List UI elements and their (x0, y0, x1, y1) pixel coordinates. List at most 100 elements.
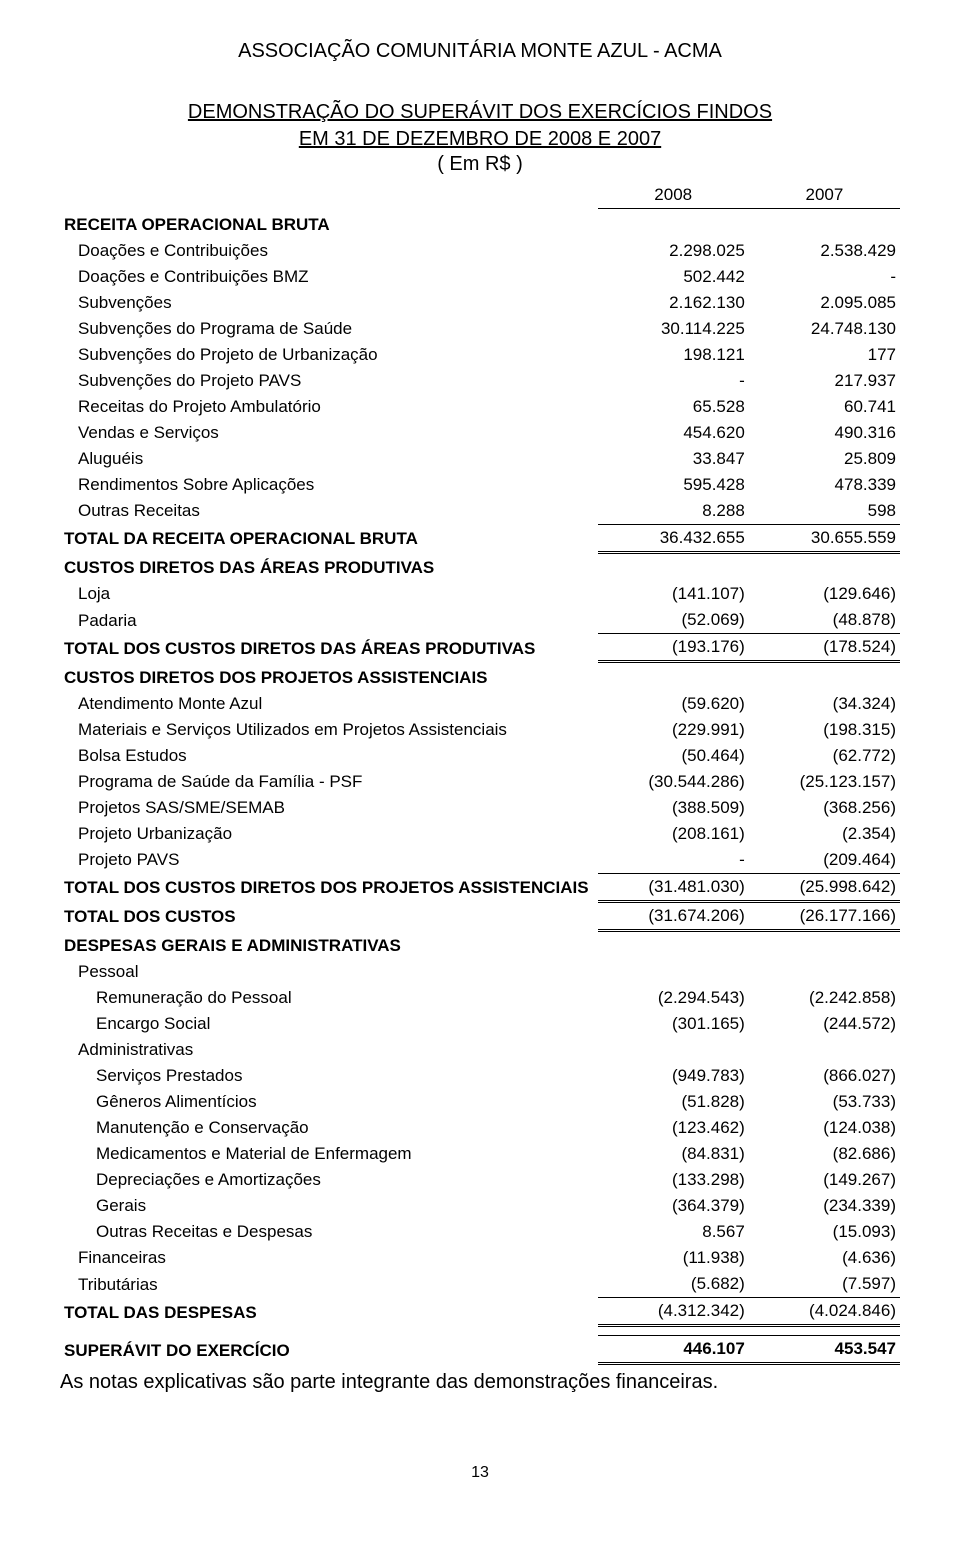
table-row: Serviços Prestados(949.783)(866.027) (60, 1063, 900, 1089)
row-label: Projetos SAS/SME/SEMAB (60, 795, 598, 821)
row-label: Outras Receitas e Despesas (60, 1219, 598, 1245)
row-label: Subvenções do Programa de Saúde (60, 316, 598, 342)
row-label: Materiais e Serviços Utilizados em Proje… (60, 717, 598, 743)
table-row: Projeto Urbanização(208.161)(2.354) (60, 821, 900, 847)
row-label: Rendimentos Sobre Aplicações (60, 472, 598, 498)
row-value-2008: 30.114.225 (598, 316, 749, 342)
document-title-line1: DEMONSTRAÇÃO DO SUPERÁVIT DOS EXERCÍCIOS… (60, 99, 900, 126)
table-row: Gerais(364.379)(234.339) (60, 1193, 900, 1219)
row-value-2007: 490.316 (749, 420, 900, 446)
year-2008: 2008 (598, 182, 749, 209)
subsection-administrativas: Administrativas (60, 1037, 900, 1063)
row-value-2008: 8.567 (598, 1219, 749, 1245)
total-receita: TOTAL DA RECEITA OPERACIONAL BRUTA 36.43… (60, 524, 900, 552)
currency-unit: ( Em R$ ) (60, 153, 900, 176)
row-financeiras: Financeiras (11.938) (4.636) (60, 1245, 900, 1271)
row-value-2008: 198.121 (598, 342, 749, 368)
row-value-2008: (229.991) (598, 717, 749, 743)
row-value-2007: 2.538.429 (749, 238, 900, 264)
row-value-2007: (368.256) (749, 795, 900, 821)
table-row: Doações e Contribuições2.298.0252.538.42… (60, 238, 900, 264)
row-value-2008: (50.464) (598, 743, 749, 769)
row-value-2008: 2.298.025 (598, 238, 749, 264)
row-value-2007: (866.027) (749, 1063, 900, 1089)
section-receita: RECEITA OPERACIONAL BRUTA (60, 209, 900, 238)
row-value-2007: 598 (749, 498, 900, 525)
row-value-2008: (59.620) (598, 691, 749, 717)
row-value-2008: (301.165) (598, 1011, 749, 1037)
table-row: Remuneração do Pessoal(2.294.543)(2.242.… (60, 985, 900, 1011)
row-value-2008: 502.442 (598, 264, 749, 290)
row-label: Loja (60, 581, 598, 607)
row-label: Manutenção e Conservação (60, 1115, 598, 1141)
row-tributarias: Tributárias (5.682) (7.597) (60, 1271, 900, 1298)
table-row: Outras Receitas e Despesas8.567(15.093) (60, 1219, 900, 1245)
table-row: Atendimento Monte Azul(59.620)(34.324) (60, 691, 900, 717)
row-label: Encargo Social (60, 1011, 598, 1037)
section-custos-areas: CUSTOS DIRETOS DAS ÁREAS PRODUTIVAS (60, 552, 900, 581)
table-row: Materiais e Serviços Utilizados em Proje… (60, 717, 900, 743)
row-value-2008: 65.528 (598, 394, 749, 420)
table-row: Receitas do Projeto Ambulatório65.52860.… (60, 394, 900, 420)
row-value-2007: 478.339 (749, 472, 900, 498)
table-row: Loja(141.107)(129.646) (60, 581, 900, 607)
row-value-2008: (388.509) (598, 795, 749, 821)
row-label: Outras Receitas (60, 498, 598, 525)
footnote: As notas explicativas são parte integran… (60, 1371, 900, 1394)
section-despesas: DESPESAS GERAIS E ADMINISTRATIVAS (60, 930, 900, 959)
row-value-2007: (48.878) (749, 607, 900, 634)
row-value-2007: (149.267) (749, 1167, 900, 1193)
row-label: Subvenções do Projeto PAVS (60, 368, 598, 394)
row-value-2007: (129.646) (749, 581, 900, 607)
row-label: Remuneração do Pessoal (60, 985, 598, 1011)
row-label: Projeto Urbanização (60, 821, 598, 847)
row-value-2007: 177 (749, 342, 900, 368)
table-row: Vendas e Serviços454.620490.316 (60, 420, 900, 446)
row-value-2008: (123.462) (598, 1115, 749, 1141)
section-custos-projetos: CUSTOS DIRETOS DOS PROJETOS ASSISTENCIAI… (60, 662, 900, 691)
document-title-line2: EM 31 DE DEZEMBRO DE 2008 E 2007 (60, 128, 900, 151)
page-number: 13 (60, 1464, 900, 1482)
row-value-2008: 595.428 (598, 472, 749, 498)
row-label: Atendimento Monte Azul (60, 691, 598, 717)
table-row: Projetos SAS/SME/SEMAB(388.509)(368.256) (60, 795, 900, 821)
row-value-2008: 33.847 (598, 446, 749, 472)
row-value-2007: (15.093) (749, 1219, 900, 1245)
row-value-2007: (53.733) (749, 1089, 900, 1115)
row-value-2008: 8.288 (598, 498, 749, 525)
row-value-2007: (82.686) (749, 1141, 900, 1167)
row-value-2007: (2.354) (749, 821, 900, 847)
row-label: Doações e Contribuições (60, 238, 598, 264)
total-custos-areas: TOTAL DOS CUSTOS DIRETOS DAS ÁREAS PRODU… (60, 634, 900, 662)
table-row: Medicamentos e Material de Enfermagem(84… (60, 1141, 900, 1167)
row-value-2007: (2.242.858) (749, 985, 900, 1011)
row-label: Medicamentos e Material de Enfermagem (60, 1141, 598, 1167)
row-value-2007: (234.339) (749, 1193, 900, 1219)
table-row: Outras Receitas8.288598 (60, 498, 900, 525)
row-label: Subvenções do Projeto de Urbanização (60, 342, 598, 368)
table-row: Rendimentos Sobre Aplicações595.428478.3… (60, 472, 900, 498)
total-custos: TOTAL DOS CUSTOS (31.674.206) (26.177.16… (60, 901, 900, 930)
row-value-2007: 2.095.085 (749, 290, 900, 316)
row-value-2007: 25.809 (749, 446, 900, 472)
row-value-2007: (209.464) (749, 847, 900, 874)
row-label: Subvenções (60, 290, 598, 316)
row-value-2007: (124.038) (749, 1115, 900, 1141)
table-row: Gêneros Alimentícios(51.828)(53.733) (60, 1089, 900, 1115)
organization-title: ASSOCIAÇÃO COMUNITÁRIA MONTE AZUL - ACMA (60, 40, 900, 63)
table-row: Encargo Social(301.165)(244.572) (60, 1011, 900, 1037)
table-row: Subvenções2.162.1302.095.085 (60, 290, 900, 316)
row-value-2008: (84.831) (598, 1141, 749, 1167)
row-label: Depreciações e Amortizações (60, 1167, 598, 1193)
total-despesas: TOTAL DAS DESPESAS (4.312.342) (4.024.84… (60, 1298, 900, 1326)
table-row: Depreciações e Amortizações(133.298)(149… (60, 1167, 900, 1193)
table-row: Programa de Saúde da Família - PSF(30.54… (60, 769, 900, 795)
row-value-2007: 24.748.130 (749, 316, 900, 342)
table-row: Subvenções do Programa de Saúde30.114.22… (60, 316, 900, 342)
row-label: Doações e Contribuições BMZ (60, 264, 598, 290)
row-value-2007: (244.572) (749, 1011, 900, 1037)
superavit-row: SUPERÁVIT DO EXERCÍCIO 446.107 453.547 (60, 1336, 900, 1364)
row-value-2008: - (598, 847, 749, 874)
table-row: Manutenção e Conservação(123.462)(124.03… (60, 1115, 900, 1141)
table-row: Aluguéis33.84725.809 (60, 446, 900, 472)
